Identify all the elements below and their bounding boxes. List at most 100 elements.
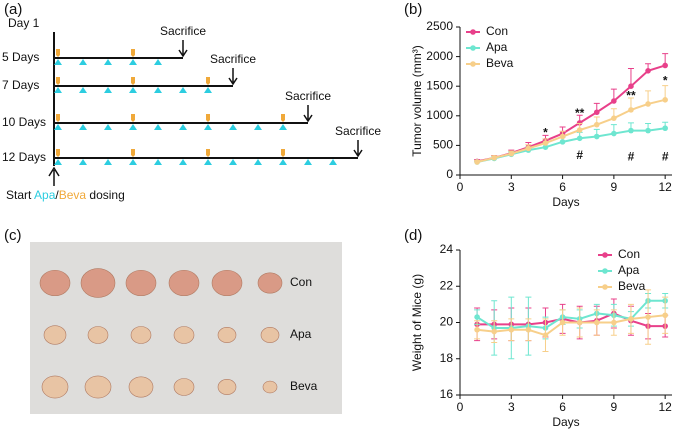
point: [542, 144, 549, 150]
text: Start: [6, 188, 34, 202]
panel-label: (b): [404, 1, 422, 18]
point: [559, 133, 566, 140]
beva-dose: [281, 149, 285, 157]
y-tick-label: 1500: [426, 78, 453, 92]
tumor: [173, 378, 195, 396]
legend-marker: [470, 29, 476, 35]
sacrifice-label: Sacrifice: [160, 24, 206, 38]
y-axis-label: Tumor volume (mm³): [410, 45, 424, 157]
annotation: **: [575, 106, 585, 120]
apa-dose: [304, 159, 312, 165]
x-tick-label: 0: [457, 180, 464, 194]
apa-dose: [154, 159, 162, 165]
tumor: [80, 268, 116, 298]
point: [559, 319, 566, 326]
apa-dose: [154, 87, 162, 93]
chart: (d) 16 18 20 22 24 0 3 6 9 12 Days Weight of Mice (g…: [404, 227, 672, 429]
x-tick-label: 9: [611, 400, 618, 414]
tumor: [84, 375, 112, 399]
apa-dose: [129, 159, 137, 165]
panel-a: (a) Day 1 Start Apa/Beva dosing 5 Days Sa…: [2, 1, 381, 202]
series-line: [476, 299, 666, 329]
start-text: Start Apa/Beva dosing: [6, 188, 125, 202]
tumor: [217, 327, 237, 343]
point: [593, 109, 600, 116]
y-tick-label: 2500: [426, 19, 453, 33]
y-tick-label: 1000: [426, 108, 453, 122]
text: /: [55, 188, 59, 202]
point: [645, 68, 651, 74]
point: [628, 316, 634, 322]
y-axis-label: Weight of Mice (g): [410, 274, 424, 371]
legend-label: Apa: [486, 40, 508, 54]
point: [611, 319, 617, 326]
row-label: 7 Days: [2, 78, 39, 92]
apa-dose: [129, 124, 137, 130]
x-tick-label: 3: [508, 180, 515, 194]
sacrifice-arrow: [303, 105, 313, 123]
point: [576, 135, 583, 142]
series-line: [476, 98, 666, 163]
beva-dose: [206, 149, 210, 157]
apa-dose: [104, 159, 112, 165]
row-label: 5 Days: [2, 50, 39, 64]
series-line: [476, 64, 666, 163]
apa-dose: [129, 59, 137, 65]
x-axis-label: Days: [552, 195, 579, 209]
panel-label: (d): [404, 227, 422, 244]
y-tick-label: 500: [433, 138, 453, 152]
sacrifice-label: Sacrifice: [335, 124, 381, 138]
legend-marker: [602, 284, 608, 290]
text: Beva: [59, 188, 87, 202]
point: [474, 159, 480, 165]
point: [576, 120, 583, 126]
apa-dose: [254, 124, 262, 130]
group-label: Apa: [290, 327, 312, 341]
legend-marker: [470, 61, 476, 67]
row-label: 10 Days: [2, 115, 46, 129]
point: [559, 139, 566, 145]
point: [645, 127, 651, 134]
apa-dose: [179, 87, 187, 93]
beva-dose: [56, 114, 60, 122]
point: [593, 319, 600, 326]
tumor: [173, 326, 195, 344]
tumor: [262, 380, 278, 394]
beva-dose: [281, 114, 285, 122]
tumor: [125, 269, 157, 297]
series-line: [476, 314, 666, 337]
apa-dose: [79, 124, 87, 130]
point: [662, 97, 668, 103]
legend-marker: [602, 268, 608, 274]
point: [508, 326, 515, 333]
sacrifice-arrow: [228, 68, 238, 86]
legend-label: Beva: [486, 56, 514, 70]
start-arrow: [48, 166, 60, 186]
tumor: [87, 326, 109, 344]
tumor: [217, 379, 237, 395]
point: [611, 98, 617, 104]
y-tick-label: 18: [440, 351, 454, 365]
beva-dose: [131, 49, 135, 57]
apa-dose: [54, 87, 62, 93]
x-tick-label: 6: [559, 180, 566, 194]
point: [628, 107, 634, 113]
y-tick-label: 2000: [426, 49, 453, 63]
error-bar: [627, 67, 634, 87]
beva-dose: [206, 77, 210, 85]
group-label: Beva: [290, 379, 318, 393]
y-tick-label: 20: [440, 315, 454, 329]
annotation: #: [628, 149, 635, 163]
legend-label: Con: [618, 247, 640, 261]
tumor: [168, 269, 200, 297]
tumor: [130, 326, 152, 344]
apa-dose: [279, 124, 287, 130]
sacrifice-label: Sacrifice: [285, 89, 331, 103]
legend-label: Beva: [618, 279, 646, 293]
apa-dose: [104, 124, 112, 130]
point: [645, 101, 651, 107]
point: [593, 133, 600, 140]
legend-marker: [470, 45, 476, 51]
apa-dose: [254, 159, 262, 165]
